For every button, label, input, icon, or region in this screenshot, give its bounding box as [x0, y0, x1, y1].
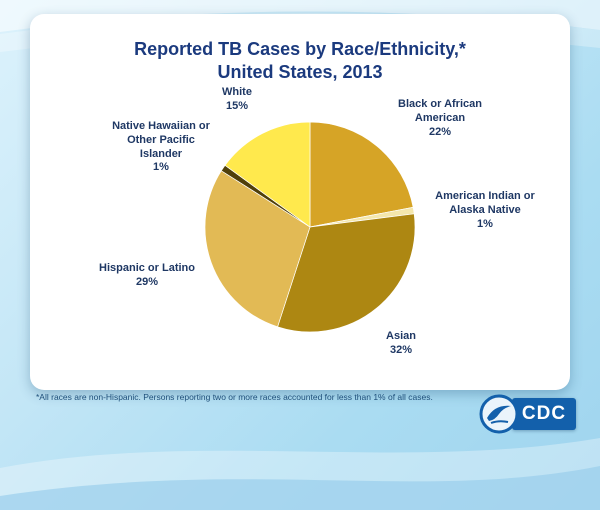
- pie-label-native-hawaiian-or-other-pacific-islander: Native Hawaiian or Other Pacific Islande…: [109, 120, 213, 175]
- cdc-logo-box: CDC: [512, 398, 576, 430]
- pie-chart-svg: [204, 121, 416, 333]
- pie-slice-black-or-african-american: [309, 121, 414, 228]
- slice-label-text: Asian: [386, 330, 416, 342]
- hhs-seal-icon: [479, 394, 519, 434]
- slice-label-text: White: [222, 86, 252, 98]
- cdc-logo-text: CDC: [521, 403, 567, 424]
- slice-pct-text: 15%: [225, 99, 249, 112]
- pie-label-white: White 15%: [192, 86, 282, 114]
- slice-pct-text: 1%: [153, 161, 169, 174]
- pie-chart: [200, 117, 420, 337]
- pie-label-black-or-african-american: Black or African American 22%: [378, 98, 502, 139]
- pie-label-american-indian-or-alaska-native: American Indian or Alaska Native 1%: [422, 190, 548, 231]
- slice-pct-text: 32%: [389, 343, 413, 356]
- slice-label-text: Black or African American: [398, 98, 482, 124]
- cdc-logo: CDC: [479, 394, 576, 434]
- slice-pct-text: 1%: [477, 217, 493, 230]
- page-title: Reported TB Cases by Race/Ethnicity,* Un…: [30, 38, 570, 83]
- pie-slice-hispanic-or-latino: [204, 170, 311, 328]
- pie-slice-asian: [277, 213, 416, 333]
- footnote-text: *All races are non-Hispanic. Persons rep…: [36, 392, 433, 402]
- pie-label-hispanic-or-latino: Hispanic or Latino 29%: [85, 262, 209, 290]
- slice-label-text: American Indian or Alaska Native: [435, 190, 535, 216]
- pie-slice-white: [224, 121, 311, 228]
- slice-pct-text: 29%: [135, 275, 159, 288]
- page-title-line1: Reported TB Cases by Race/Ethnicity,*: [134, 39, 466, 59]
- page-title-line2: United States, 2013: [217, 61, 383, 82]
- pie-label-asian: Asian 32%: [361, 330, 441, 358]
- slice-pct-text: 22%: [428, 125, 452, 138]
- slice-label-text: Native Hawaiian or Other Pacific Islande…: [112, 120, 210, 160]
- slice-label-text: Hispanic or Latino: [99, 262, 195, 274]
- slide-card: Reported TB Cases by Race/Ethnicity,* Un…: [30, 14, 570, 390]
